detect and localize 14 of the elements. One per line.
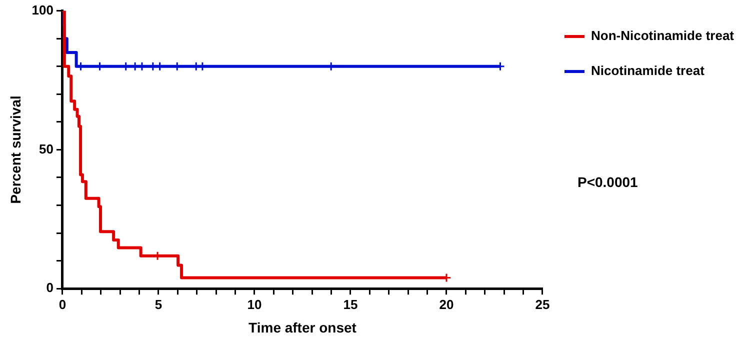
legend-label: Nicotinamide treat: [590, 63, 706, 78]
legend-label: Non-Nicotinamide treat: [590, 28, 735, 44]
x-axis-title: Time after onset: [248, 319, 357, 336]
y-axis-title: Percent survival: [7, 96, 24, 204]
x-tick-label: 10: [247, 296, 262, 312]
y-tick-label: 0: [46, 280, 54, 296]
x-tick-label: 0: [58, 296, 66, 312]
x-tick-label: 20: [439, 296, 454, 312]
x-tick-label: 15: [343, 296, 358, 312]
x-tick-label: 25: [535, 296, 550, 312]
y-tick-label: 100: [32, 2, 54, 18]
x-tick-label: 5: [154, 296, 162, 312]
text: P<0.0001: [577, 174, 638, 190]
y-tick-label: 50: [39, 141, 54, 156]
